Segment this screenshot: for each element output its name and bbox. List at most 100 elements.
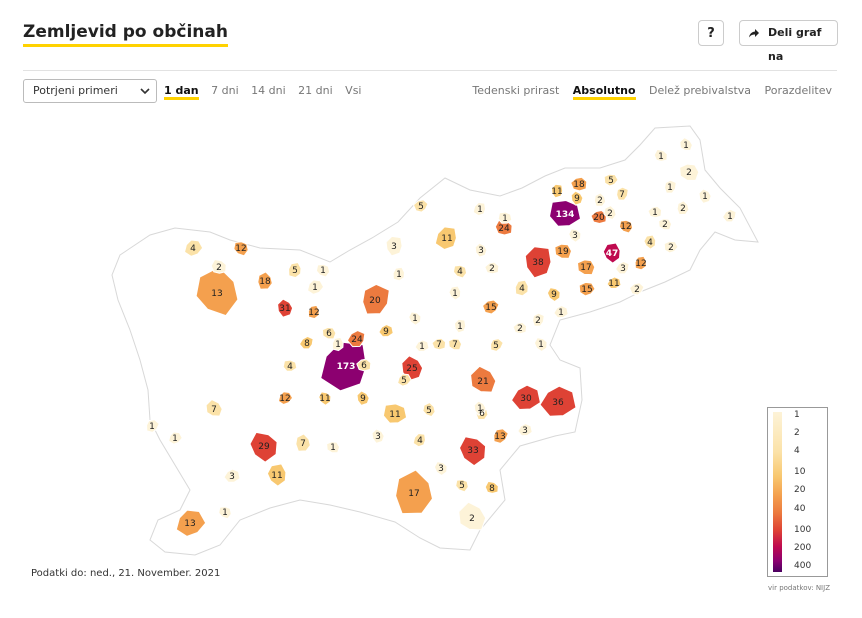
municipality-region[interactable] — [455, 479, 469, 493]
municipality-region[interactable] — [653, 148, 668, 162]
municipality-region[interactable] — [578, 281, 596, 297]
municipality-region[interactable] — [628, 282, 645, 296]
tab-absolute[interactable]: Absolutno — [572, 84, 636, 100]
municipality-region[interactable] — [458, 501, 487, 531]
metric-select[interactable]: Potrjeni primeri — [23, 79, 157, 103]
municipality-region[interactable] — [266, 463, 287, 487]
municipality-region[interactable] — [484, 261, 500, 275]
municipality-region[interactable] — [277, 298, 294, 318]
municipality-region[interactable] — [249, 431, 278, 463]
share-button[interactable]: Deli graf na — [739, 20, 838, 63]
municipality-region[interactable] — [392, 266, 405, 282]
tab-period-21-days[interactable]: 21 dni — [298, 84, 333, 97]
municipality-region[interactable] — [331, 336, 344, 352]
municipality-region[interactable] — [647, 205, 663, 219]
municipality-region[interactable] — [603, 173, 619, 187]
municipality-region[interactable] — [397, 373, 412, 387]
municipality-region[interactable] — [282, 359, 298, 372]
municipality-region[interactable] — [315, 263, 331, 278]
municipality-region[interactable] — [195, 266, 239, 317]
municipality-region[interactable] — [146, 419, 160, 433]
municipality-region[interactable] — [306, 279, 325, 295]
municipality-region[interactable] — [448, 338, 463, 351]
municipality-region[interactable] — [550, 183, 564, 199]
municipality-region[interactable] — [326, 441, 341, 454]
tab-weekly-growth[interactable]: Tedenski prirast — [472, 84, 560, 97]
municipality-region[interactable] — [210, 258, 227, 274]
municipality-region[interactable] — [233, 241, 249, 257]
municipality-region[interactable] — [175, 509, 207, 537]
municipality-region[interactable] — [517, 423, 533, 437]
tab-distribution[interactable]: Porazdelitev — [764, 84, 832, 97]
municipality-region[interactable] — [524, 246, 552, 279]
municipality-region[interactable] — [643, 234, 657, 250]
municipality-region[interactable] — [433, 461, 448, 477]
municipality-region[interactable] — [448, 285, 462, 301]
help-button[interactable]: ? — [698, 20, 724, 46]
municipality-region[interactable] — [698, 188, 712, 204]
municipality-region[interactable] — [490, 338, 504, 352]
municipality-region[interactable] — [512, 321, 528, 335]
municipality-region[interactable] — [453, 318, 467, 334]
municipality-region[interactable] — [321, 326, 337, 340]
municipality-region[interactable] — [497, 211, 513, 224]
municipality-region[interactable] — [481, 299, 500, 315]
municipality-region[interactable] — [663, 240, 679, 254]
municipality-region[interactable] — [514, 279, 529, 297]
municipality-region[interactable] — [295, 433, 311, 452]
municipality-region[interactable] — [382, 403, 408, 424]
tab-period-all[interactable]: Vsi — [345, 84, 362, 97]
municipality-region[interactable] — [472, 201, 487, 217]
municipality-region[interactable] — [385, 235, 403, 257]
municipality-region[interactable] — [679, 163, 700, 181]
municipality-region[interactable] — [658, 218, 673, 231]
municipality-region[interactable] — [414, 339, 430, 353]
municipality-region[interactable] — [431, 337, 447, 351]
municipality-region[interactable] — [618, 219, 634, 234]
municipality-region[interactable] — [470, 365, 497, 393]
municipality-region[interactable] — [602, 242, 621, 264]
municipality-region[interactable] — [458, 436, 487, 467]
municipality-region[interactable] — [362, 283, 390, 315]
municipality-region[interactable] — [356, 358, 372, 372]
municipality-region[interactable] — [634, 255, 647, 271]
municipality-region[interactable] — [183, 239, 204, 257]
municipality-region[interactable] — [546, 287, 561, 303]
municipality-region[interactable] — [205, 398, 223, 417]
municipality-region[interactable] — [378, 324, 394, 338]
municipality-region[interactable] — [412, 432, 427, 448]
municipality-region[interactable] — [593, 192, 607, 207]
municipality-region[interactable] — [484, 480, 499, 494]
municipality-region[interactable] — [494, 219, 513, 236]
municipality-region[interactable] — [679, 136, 693, 152]
municipality-region[interactable] — [614, 260, 630, 275]
municipality-region[interactable] — [570, 190, 584, 206]
municipality-region[interactable] — [408, 311, 422, 326]
municipality-region[interactable] — [288, 261, 302, 279]
tab-period-14-days[interactable]: 14 dni — [251, 84, 286, 97]
tab-period-7-days[interactable]: 7 dni — [211, 84, 239, 97]
municipality-region[interactable] — [664, 179, 677, 194]
municipality-region[interactable] — [346, 329, 366, 348]
municipality-region[interactable] — [568, 228, 582, 243]
municipality-region[interactable] — [553, 305, 569, 319]
municipality-region[interactable] — [474, 242, 488, 258]
tab-population-share[interactable]: Delež prebivalstva — [649, 84, 752, 97]
municipality-region[interactable] — [395, 469, 434, 515]
municipality-region[interactable] — [307, 304, 320, 320]
municipality-region[interactable] — [676, 200, 690, 216]
tab-period-1-day[interactable]: 1 dan — [164, 84, 199, 100]
municipality-region[interactable] — [356, 390, 370, 406]
municipality-region[interactable] — [298, 335, 314, 350]
municipality-region[interactable] — [168, 431, 183, 445]
municipality-region[interactable] — [318, 391, 332, 406]
municipality-region[interactable] — [422, 401, 436, 418]
municipality-region[interactable] — [277, 391, 294, 406]
municipality-region[interactable] — [510, 384, 541, 411]
municipality-region[interactable] — [473, 400, 487, 416]
municipality-region[interactable] — [371, 428, 385, 444]
municipality-region[interactable] — [257, 271, 273, 290]
municipality-region[interactable] — [223, 468, 241, 483]
municipality-region[interactable] — [218, 506, 232, 520]
municipality-region[interactable] — [554, 243, 573, 259]
